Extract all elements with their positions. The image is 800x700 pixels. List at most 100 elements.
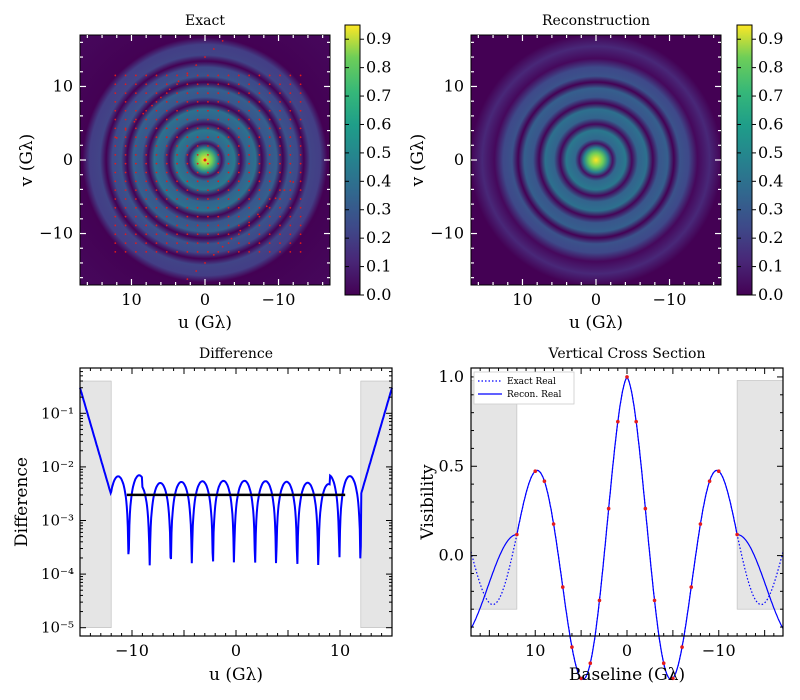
uv-sample-point — [186, 198, 189, 200]
xs-xtick-label: −10 — [702, 641, 736, 660]
uv-sample-point — [124, 136, 127, 139]
xs-sample-point — [579, 676, 583, 681]
uv-sample-point — [248, 127, 251, 130]
recon-cbar-label: 0.6 — [758, 114, 783, 133]
uv-sample-point — [227, 74, 230, 77]
uv-sample-point — [134, 83, 137, 86]
uv-sample-point — [196, 109, 199, 112]
uv-sample-point — [160, 302, 162, 304]
diff-ylabel: Difference — [12, 457, 32, 547]
xs-sample-point — [625, 375, 629, 379]
uv-sample-point — [279, 180, 281, 183]
uv-sample-point — [248, 83, 251, 86]
uv-sample-point — [114, 233, 117, 236]
uv-sample-point — [142, 319, 144, 321]
diff-ytick-label: 10⁻⁵ — [41, 619, 74, 637]
uv-sample-point — [124, 233, 127, 236]
uv-sample-point — [207, 127, 209, 130]
uv-sample-point — [207, 171, 209, 174]
uv-sample-point — [165, 127, 168, 130]
uv-sample-point — [155, 162, 158, 165]
uv-sample-point — [289, 251, 292, 253]
uv-sample-point — [155, 233, 158, 236]
uv-sample-point — [145, 127, 148, 130]
diff-curve — [79, 387, 393, 566]
uv-sample-point — [134, 224, 137, 227]
uv-sample-point — [134, 74, 137, 77]
uv-sample-point — [196, 189, 199, 192]
uv-sample-point — [155, 145, 158, 147]
uv-sample-point — [248, 109, 251, 112]
uv-sample-point — [279, 153, 281, 156]
uv-sample-point — [145, 215, 148, 218]
uv-sample-point — [227, 109, 230, 112]
uv-sample-point — [155, 189, 158, 192]
uv-sample-point — [186, 74, 189, 77]
uv-sample-point — [299, 145, 302, 147]
recon-ylabel: v (Gλ) — [408, 134, 428, 188]
uv-sample-point — [299, 189, 302, 192]
uv-sample-point — [217, 242, 220, 244]
uv-sample-point — [217, 162, 220, 165]
uv-sample-point — [258, 251, 261, 253]
uv-sample-point — [207, 242, 209, 244]
uv-sample-point — [217, 145, 220, 147]
uv-sample-point — [212, 48, 215, 50]
uv-sample-point — [196, 233, 199, 236]
exact-colorbar-ticks: 0.0 0.1 0.2 0.3 0.4 0.5 0.6 0.7 0.8 0.9 — [345, 29, 391, 304]
uv-sample-point — [145, 109, 148, 112]
uv-sample-point — [237, 171, 240, 174]
uv-sample-point — [248, 206, 251, 209]
uv-sample-point — [134, 215, 137, 218]
uv-sample-point — [237, 153, 240, 156]
uv-sample-point — [207, 198, 209, 200]
exact-xtick-label: 10 — [121, 290, 141, 309]
uv-sample-point — [258, 171, 261, 174]
uv-sample-point — [134, 118, 137, 121]
xs-legend-exact-label: Exact Real — [507, 377, 556, 387]
uv-sample-point — [237, 92, 240, 94]
uv-sample-point — [145, 206, 148, 209]
uv-sample-point — [124, 101, 127, 103]
uv-sample-point — [258, 162, 261, 165]
uv-sample-point — [145, 118, 148, 121]
uv-sample-point — [258, 127, 261, 130]
recon-cbar-label: 0.5 — [758, 143, 783, 162]
diff-xtick-label: 10 — [330, 641, 350, 660]
xs-frame — [470, 367, 784, 637]
uv-sample-point — [196, 145, 199, 147]
uv-sample-point — [176, 180, 178, 183]
uv-sample-point — [237, 101, 240, 103]
uv-sample-point — [268, 162, 271, 165]
exact-xtick-label: 0 — [200, 290, 210, 309]
uv-sample-point — [114, 127, 117, 130]
uv-sample-point — [237, 233, 240, 236]
uv-sample-point — [165, 109, 168, 112]
uv-sample-point — [279, 224, 281, 227]
xs-sample-point — [652, 598, 657, 603]
uv-sample-point — [279, 198, 281, 200]
uv-sample-point — [268, 251, 271, 253]
uv-sample-point — [237, 145, 240, 147]
uv-sample-point — [115, 137, 118, 139]
uv-sample-point — [207, 101, 209, 103]
uv-sample-point — [207, 118, 209, 121]
uv-sample-point — [169, 294, 171, 296]
xs-sample-point — [707, 479, 712, 484]
exact-xtick-label: −10 — [262, 290, 296, 309]
uv-sample-point — [231, 32, 233, 34]
uv-sample-point — [134, 153, 137, 156]
uv-sample-point — [165, 118, 168, 121]
xs-sample-point — [597, 598, 602, 603]
uv-sample-point — [186, 153, 189, 156]
uv-sample-point — [248, 153, 251, 156]
uv-sample-point — [227, 153, 230, 156]
uv-sample-point — [176, 162, 178, 165]
uv-sample-point — [176, 109, 178, 112]
recon-title: Reconstruction — [542, 13, 650, 29]
uv-sample-point — [186, 83, 189, 86]
uv-sample-point — [134, 171, 137, 174]
uv-sample-point — [279, 189, 281, 192]
uv-sample-point — [155, 101, 158, 103]
